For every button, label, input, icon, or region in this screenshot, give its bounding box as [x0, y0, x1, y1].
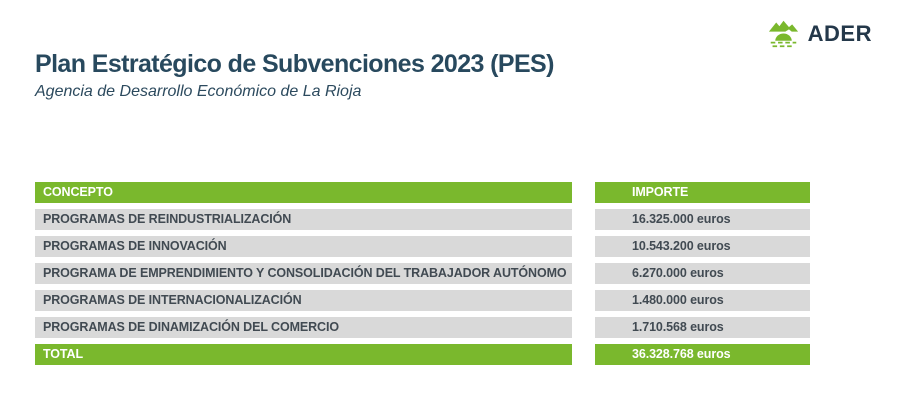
- cell-concepto: PROGRAMAS DE INNOVACIÓN: [35, 236, 572, 257]
- column-gap: [572, 290, 595, 311]
- column-gap: [572, 236, 595, 257]
- cell-importe: 1.710.568 euros: [595, 317, 810, 338]
- column-gap: [572, 209, 595, 230]
- cell-total-importe: 36.328.768 euros: [595, 344, 810, 365]
- column-header-importe: IMPORTE: [595, 182, 810, 203]
- cell-concepto: PROGRAMA DE EMPRENDIMIENTO Y CONSOLIDACI…: [35, 263, 572, 284]
- cell-concepto: PROGRAMAS DE INTERNACIONALIZACIÓN: [35, 290, 572, 311]
- cell-importe: 16.325.000 euros: [595, 209, 810, 230]
- cell-concepto: PROGRAMAS DE DINAMIZACIÓN DEL COMERCIO: [35, 317, 572, 338]
- cell-importe: 10.543.200 euros: [595, 236, 810, 257]
- column-gap: [572, 317, 595, 338]
- table-row: PROGRAMAS DE INTERNACIONALIZACIÓN 1.480.…: [35, 290, 810, 311]
- table-row: PROGRAMAS DE REINDUSTRIALIZACIÓN 16.325.…: [35, 209, 810, 230]
- cell-total-label: TOTAL: [35, 344, 572, 365]
- table-header-row: CONCEPTO IMPORTE: [35, 182, 810, 203]
- page-subtitle: Agencia de Desarrollo Económico de La Ri…: [35, 83, 362, 100]
- ader-logo-text: ADER: [807, 21, 872, 46]
- ader-landscape-icon: [768, 18, 799, 49]
- cell-concepto: PROGRAMAS DE REINDUSTRIALIZACIÓN: [35, 209, 572, 230]
- table-row: PROGRAMAS DE DINAMIZACIÓN DEL COMERCIO 1…: [35, 317, 810, 338]
- column-header-concepto: CONCEPTO: [35, 182, 572, 203]
- column-gap: [572, 182, 595, 203]
- column-gap: [572, 344, 595, 365]
- table-row: PROGRAMA DE EMPRENDIMIENTO Y CONSOLIDACI…: [35, 263, 810, 284]
- page-title: Plan Estratégico de Subvenciones 2023 (P…: [35, 50, 554, 78]
- table-total-row: TOTAL 36.328.768 euros: [35, 344, 810, 365]
- cell-importe: 1.480.000 euros: [595, 290, 810, 311]
- table-row: PROGRAMAS DE INNOVACIÓN 10.543.200 euros: [35, 236, 810, 257]
- cell-importe: 6.270.000 euros: [595, 263, 810, 284]
- column-gap: [572, 263, 595, 284]
- subventions-table: CONCEPTO IMPORTE PROGRAMAS DE REINDUSTRI…: [35, 182, 810, 371]
- ader-logo: ADER: [768, 18, 872, 49]
